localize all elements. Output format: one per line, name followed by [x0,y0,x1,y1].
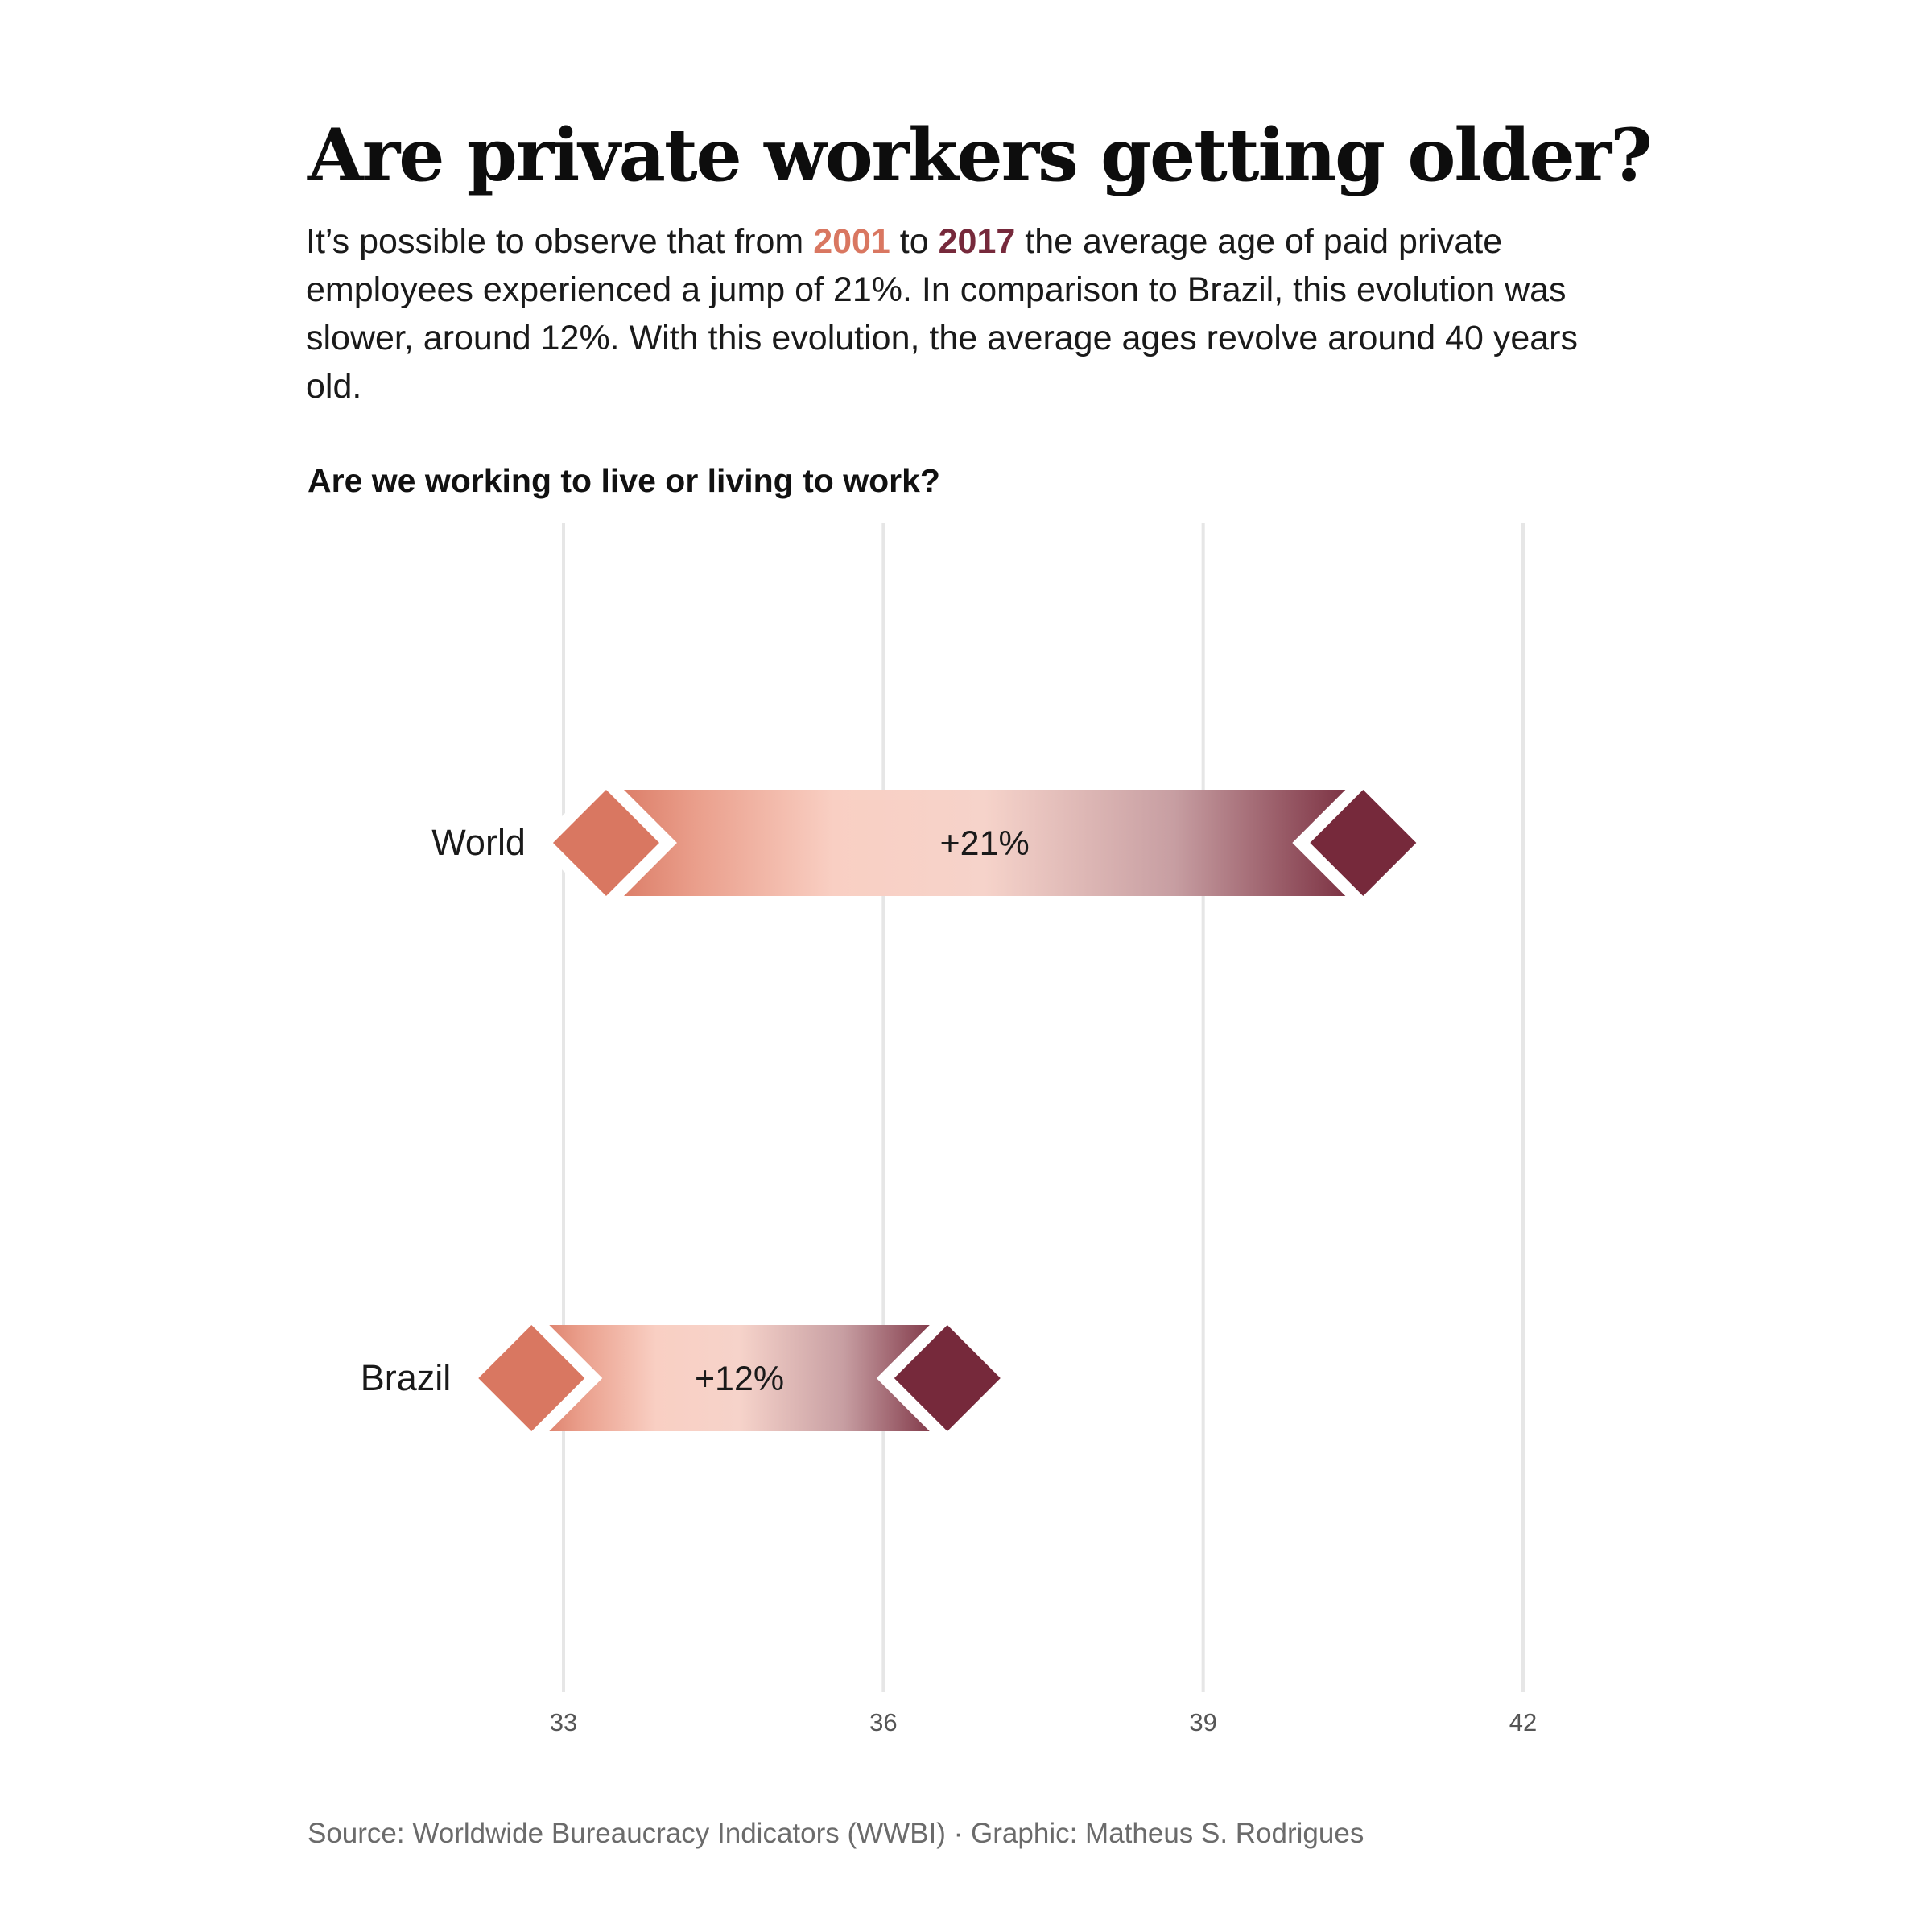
description-part-2: to [890,222,939,261]
start-2001-marker [552,790,659,896]
range-bar [621,790,1348,896]
range-bar [547,1325,931,1431]
x-tick-label: 36 [869,1708,897,1736]
chart-rows: +21% World +12% Brazil [361,772,1435,1449]
category-label: Brazil [361,1357,452,1398]
x-tick-label: 42 [1509,1708,1537,1736]
chart-title: Are private workers getting older? [308,113,1653,198]
chart-description: It’s possible to observe that from 2001 … [306,217,1642,411]
grid-lines [562,523,1525,1692]
end-2017-marker [1310,790,1417,896]
x-tick-label: 39 [1189,1708,1216,1736]
end-2017-marker [894,1325,1001,1431]
description-part-3: the average age of paid private employee… [306,222,1578,406]
source-caption: Source: Worldwide Bureaucracy Indicators… [308,1818,1364,1849]
row-brazil: +12% Brazil [361,1307,1018,1449]
description-part-1: It’s possible to observe that from [306,222,814,261]
category-label: World [431,822,526,863]
start-2001-marker [478,1325,585,1431]
change-label: +21% [940,824,1030,863]
change-label: +12% [695,1360,784,1398]
chart-subtitle: Are we working to live or living to work… [308,462,940,499]
year-start-highlight: 2001 [813,222,890,261]
x-axis-ticks: 33 36 39 42 [550,1708,1537,1736]
year-end-highlight: 2017 [938,222,1016,261]
x-tick-label: 33 [550,1708,577,1736]
row-world: +21% World [431,772,1435,914]
